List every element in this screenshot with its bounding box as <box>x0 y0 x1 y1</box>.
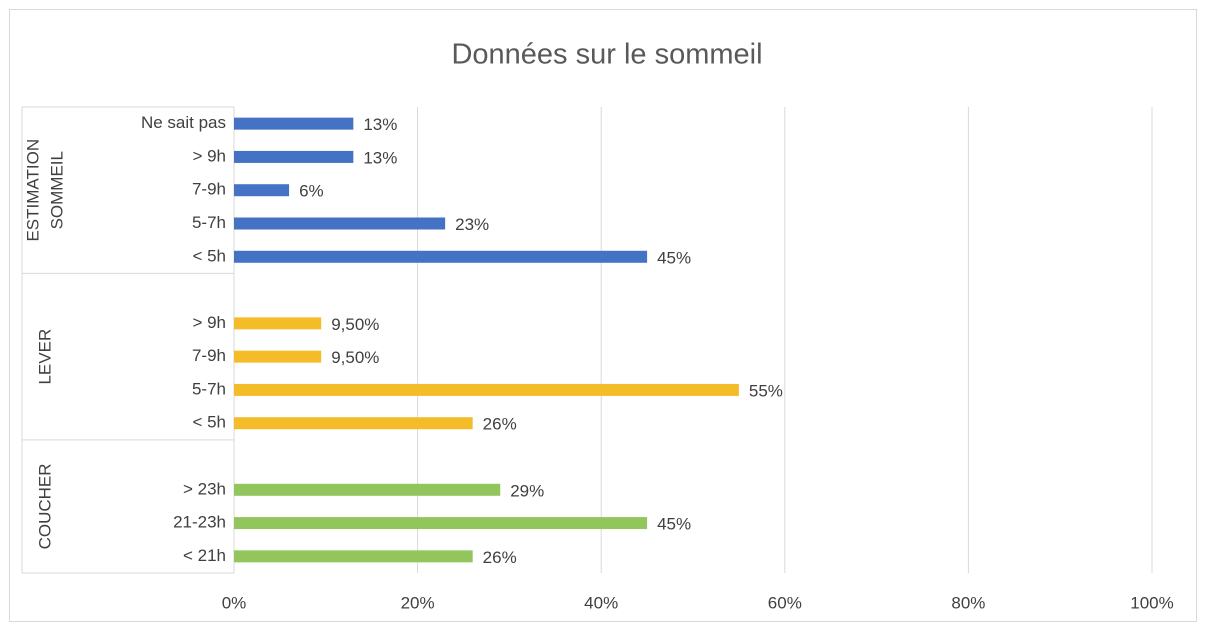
bar <box>234 184 290 197</box>
data-label: 45% <box>657 248 691 267</box>
data-label: 13% <box>363 115 397 134</box>
x-tick-label: 80% <box>951 593 985 612</box>
x-tick-label: 100% <box>1130 593 1173 612</box>
data-label: 9,50% <box>331 348 379 367</box>
x-tick-label: 40% <box>584 593 618 612</box>
bar <box>234 217 446 230</box>
bar <box>234 250 648 263</box>
bar <box>234 317 322 330</box>
y-tick-label: < 21h <box>183 546 226 565</box>
y-tick-label: 5-7h <box>192 379 226 398</box>
y-tick-label: > 9h <box>192 146 226 165</box>
y-tick-label: > 9h <box>192 313 226 332</box>
bar <box>234 383 739 396</box>
y-tick-label: > 23h <box>183 479 226 498</box>
data-label: 26% <box>483 415 517 434</box>
y-tick-label: 7-9h <box>192 346 226 365</box>
y-tick-label: 5-7h <box>192 213 226 232</box>
bar <box>234 150 354 163</box>
group-label: COUCHER <box>35 463 54 549</box>
bar <box>234 117 354 130</box>
group-label: SOMMEIL <box>47 151 66 229</box>
data-label: 26% <box>483 548 517 567</box>
data-label: 23% <box>455 215 489 234</box>
data-label: 55% <box>749 381 783 400</box>
bar <box>234 350 322 363</box>
bar <box>234 550 473 563</box>
bar <box>234 417 473 430</box>
x-tick-label: 60% <box>768 593 802 612</box>
data-label: 29% <box>510 481 544 500</box>
y-tick-label: Ne sait pas <box>141 113 226 132</box>
y-tick-label: < 5h <box>192 413 226 432</box>
y-tick-label: 21-23h <box>173 513 226 532</box>
bar <box>234 483 501 496</box>
group-label: LEVER <box>35 329 54 385</box>
x-tick-label: 0% <box>222 593 247 612</box>
data-label: 13% <box>363 148 397 167</box>
data-label: 9,50% <box>331 315 379 334</box>
bar <box>234 517 648 530</box>
data-label: 45% <box>657 515 691 534</box>
y-tick-label: 7-9h <box>192 180 226 199</box>
y-tick-label: < 5h <box>192 246 226 265</box>
data-label: 6% <box>299 182 324 201</box>
chart-title: Données sur le sommeil <box>451 39 762 71</box>
x-tick-label: 20% <box>401 593 435 612</box>
group-label: ESTIMATION <box>23 139 42 242</box>
